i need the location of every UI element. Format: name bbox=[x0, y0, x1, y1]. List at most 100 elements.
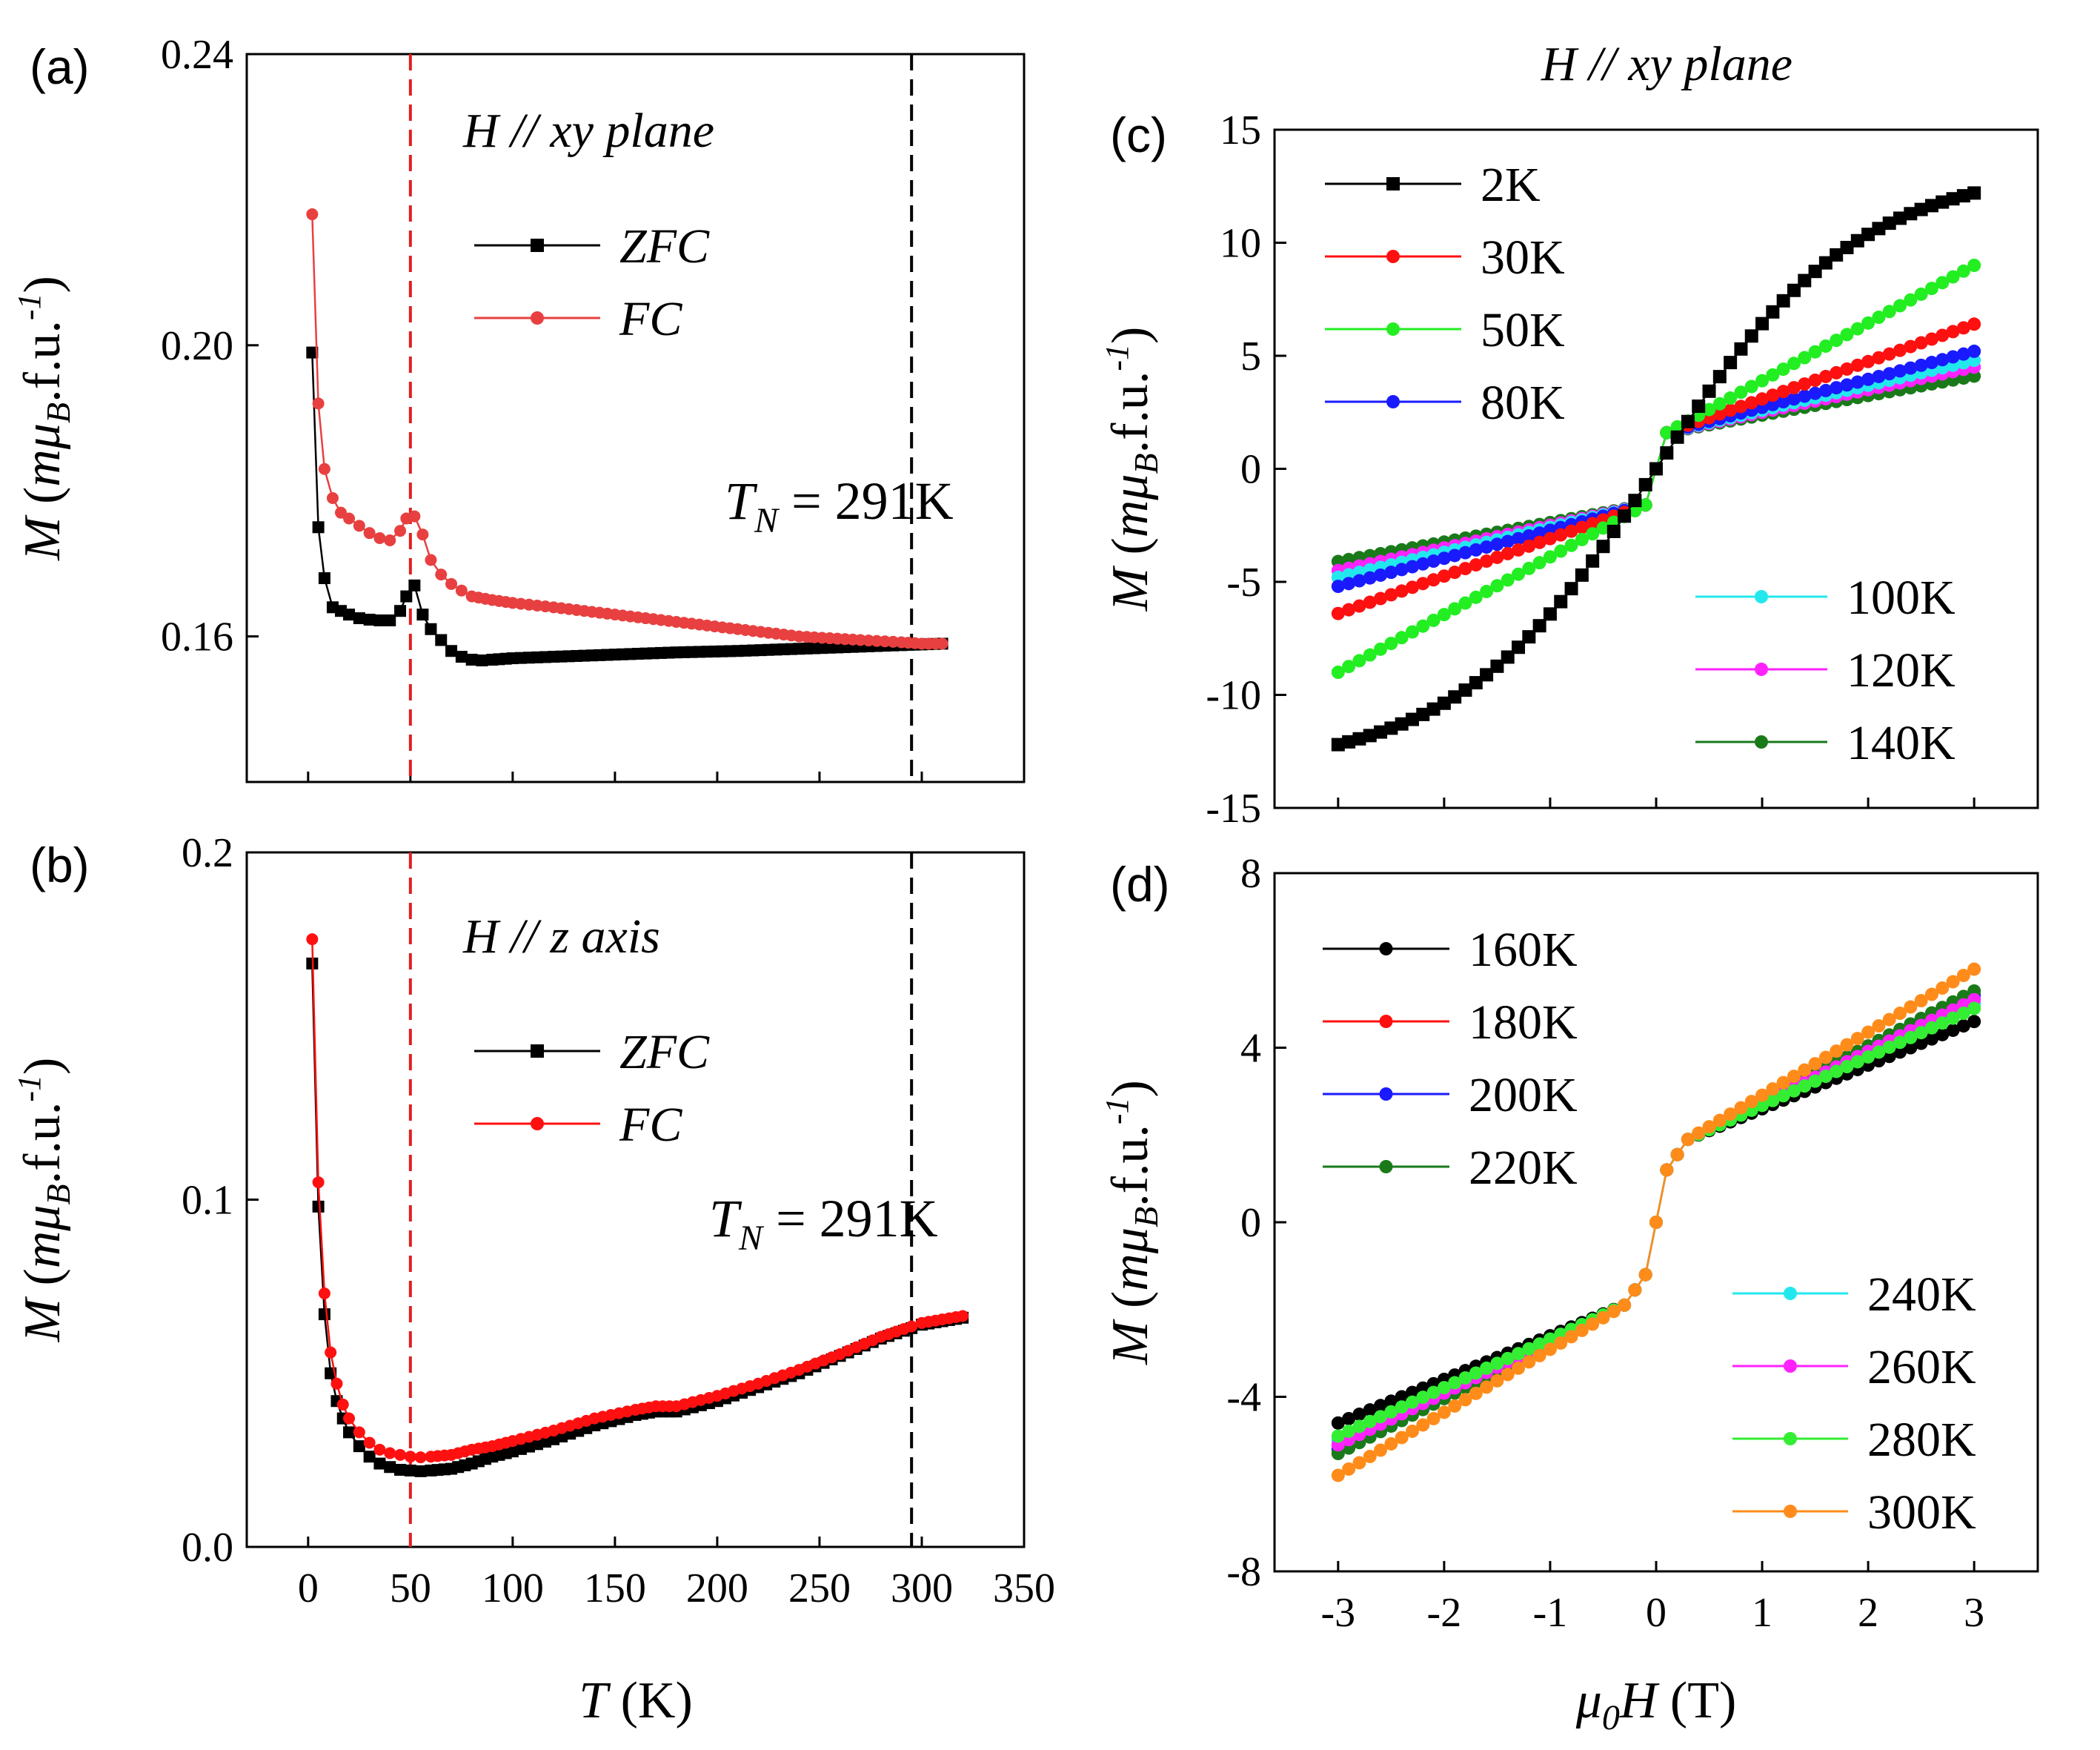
data-point bbox=[1681, 414, 1695, 428]
data-point bbox=[1564, 524, 1578, 538]
data-point bbox=[1532, 1348, 1546, 1362]
data-point bbox=[1830, 381, 1844, 395]
data-point bbox=[1543, 1342, 1557, 1356]
data-point bbox=[1363, 729, 1377, 743]
data-point bbox=[1564, 582, 1578, 596]
data-point bbox=[1575, 520, 1589, 534]
data-point bbox=[1352, 1408, 1366, 1422]
data-point bbox=[1935, 1016, 1950, 1030]
data-point bbox=[1554, 544, 1568, 558]
legend-label-80k: 80K bbox=[1481, 376, 1565, 430]
data-point bbox=[476, 654, 488, 667]
y-tick-label: -15 bbox=[1206, 786, 1261, 832]
data-point bbox=[1872, 351, 1886, 365]
data-point bbox=[1798, 1063, 1812, 1077]
data-point bbox=[1702, 384, 1716, 398]
data-point bbox=[1766, 368, 1780, 382]
data-point bbox=[1469, 543, 1483, 557]
y-tick-label: 0.2 bbox=[182, 830, 233, 876]
data-point bbox=[1850, 1055, 1864, 1069]
data-point bbox=[1914, 358, 1928, 372]
legend-label-180k: 180K bbox=[1469, 995, 1578, 1050]
data-point bbox=[306, 346, 319, 359]
data-point bbox=[1882, 347, 1896, 361]
data-point bbox=[1882, 367, 1896, 381]
data-point bbox=[1554, 1336, 1568, 1350]
data-point bbox=[1395, 1400, 1409, 1414]
data-point bbox=[1532, 535, 1546, 549]
data-point bbox=[363, 527, 376, 540]
panel-title: H // xy plane bbox=[1541, 37, 1792, 91]
data-point bbox=[404, 1451, 416, 1463]
x-tick-label: 0 bbox=[1646, 1590, 1667, 1636]
data-point bbox=[1554, 594, 1568, 609]
data-point bbox=[1956, 321, 1970, 335]
data-point bbox=[1596, 521, 1610, 535]
data-point bbox=[1575, 532, 1589, 546]
data-point bbox=[408, 579, 421, 591]
y-tick-label: -5 bbox=[1226, 560, 1261, 606]
data-point bbox=[1331, 580, 1345, 594]
data-point bbox=[1543, 1332, 1557, 1346]
data-point bbox=[1724, 1107, 1738, 1121]
y-tick-label: 0.20 bbox=[161, 323, 233, 369]
data-point bbox=[1512, 531, 1526, 546]
data-point bbox=[1416, 1391, 1430, 1405]
data-point bbox=[1342, 577, 1356, 591]
data-point bbox=[1787, 381, 1801, 395]
data-point bbox=[326, 492, 339, 505]
data-point bbox=[1924, 282, 1938, 296]
data-point bbox=[1352, 732, 1366, 746]
data-point bbox=[1405, 1424, 1419, 1438]
x-tick-label: 50 bbox=[390, 1565, 431, 1611]
data-point bbox=[1543, 531, 1557, 546]
data-point bbox=[1458, 546, 1472, 560]
data-point bbox=[1766, 388, 1780, 402]
data-point bbox=[1374, 725, 1388, 739]
legend-marker bbox=[1755, 735, 1768, 749]
data-point bbox=[343, 512, 356, 525]
data-point bbox=[394, 525, 407, 537]
data-point bbox=[325, 1346, 337, 1359]
data-point bbox=[1395, 563, 1409, 577]
data-point bbox=[1893, 299, 1907, 313]
data-point bbox=[416, 528, 429, 541]
data-point bbox=[1374, 1410, 1388, 1424]
data-point bbox=[1893, 211, 1907, 225]
data-point bbox=[343, 1426, 356, 1439]
data-point bbox=[1331, 666, 1345, 679]
data-point bbox=[1543, 550, 1557, 564]
data-point bbox=[1914, 287, 1928, 301]
legend-marker bbox=[1784, 1359, 1797, 1373]
data-point bbox=[1458, 596, 1472, 610]
panel-label: (a) bbox=[30, 39, 90, 94]
data-point bbox=[1818, 1050, 1832, 1064]
data-point bbox=[1776, 1089, 1790, 1103]
data-point bbox=[1363, 648, 1377, 662]
data-point bbox=[1882, 216, 1896, 231]
x-tick-label: 200 bbox=[686, 1565, 748, 1611]
data-point bbox=[1692, 400, 1706, 414]
data-point bbox=[1395, 584, 1409, 598]
data-point bbox=[1893, 1035, 1907, 1050]
panel-c: 15 10 5 0 -5 -10 -15 (c) H // xy plane 2K 30K 50K 80… bbox=[1099, 37, 2039, 832]
data-point bbox=[1956, 189, 1970, 203]
legend-marker bbox=[1784, 1287, 1797, 1300]
data-point bbox=[1724, 403, 1738, 417]
y-tick-label: 0.16 bbox=[161, 614, 233, 660]
data-point bbox=[1448, 566, 1462, 580]
data-point bbox=[1522, 1342, 1536, 1356]
data-point bbox=[1490, 1356, 1504, 1370]
data-point bbox=[353, 612, 365, 625]
data-point bbox=[1808, 386, 1822, 400]
data-point bbox=[1946, 975, 1960, 989]
legend-label-240k: 240K bbox=[1867, 1267, 1976, 1322]
field-direction-label: H // xy plane bbox=[462, 104, 714, 158]
data-point bbox=[1798, 389, 1812, 403]
data-point bbox=[384, 1461, 396, 1474]
data-point bbox=[1904, 293, 1918, 307]
data-point bbox=[1818, 339, 1832, 353]
data-point bbox=[353, 1426, 365, 1439]
data-point bbox=[1480, 554, 1494, 569]
data-point bbox=[1872, 311, 1886, 325]
